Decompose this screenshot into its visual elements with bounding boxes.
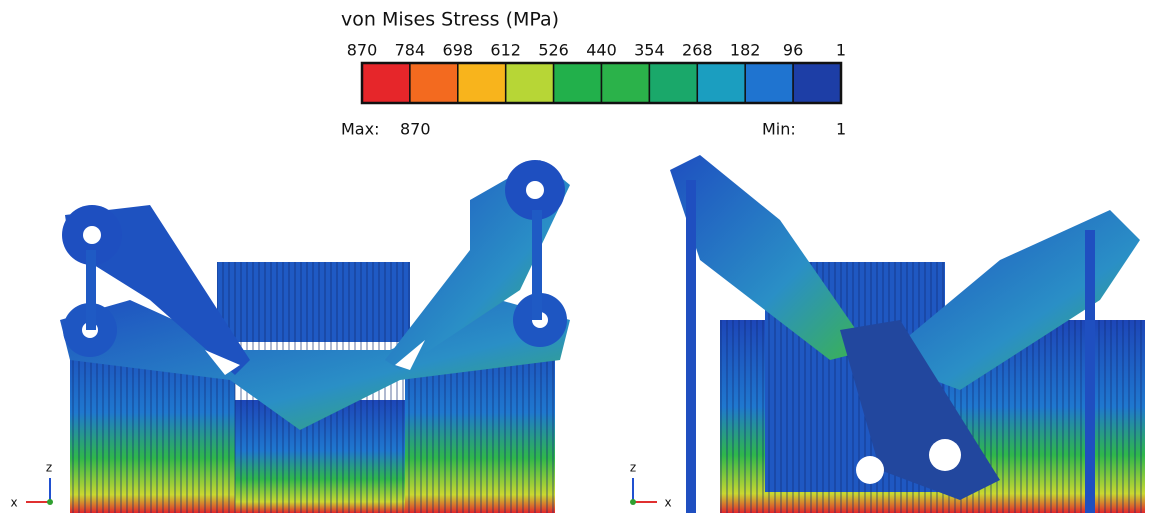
tick-label: 96 xyxy=(783,41,803,60)
tick-label: 526 xyxy=(538,41,569,60)
axis-label: x xyxy=(10,496,17,510)
max-label: Max: xyxy=(341,120,379,139)
tick-label: 698 xyxy=(443,41,474,60)
min-value: 1 xyxy=(836,120,846,139)
color-bar: 870 784 698 612 526 440 354 268 182 96 1 xyxy=(347,41,846,104)
color-segment xyxy=(410,63,458,103)
color-segment xyxy=(554,63,602,103)
color-segment xyxy=(745,63,793,103)
tick-label: 268 xyxy=(682,41,713,60)
color-segment xyxy=(649,63,697,103)
tick-label: 354 xyxy=(634,41,665,60)
axis-label: x xyxy=(664,496,671,510)
axis-label: z xyxy=(46,461,52,475)
color-segment xyxy=(362,63,410,103)
tick-label: 182 xyxy=(730,41,761,60)
tick-label: 440 xyxy=(586,41,617,60)
tick-label: 784 xyxy=(395,41,426,60)
page: von Mises Stress (MPa) 870 784 698 612 526 44… xyxy=(0,0,1152,513)
max-value: 870 xyxy=(400,120,431,139)
tick-label: 612 xyxy=(490,41,521,60)
tick-label: 1 xyxy=(836,41,846,60)
legend-title: von Mises Stress (MPa) xyxy=(341,9,559,31)
color-segment xyxy=(793,63,841,103)
render-left: z x xyxy=(10,160,570,513)
color-segment xyxy=(697,63,745,103)
color-segment xyxy=(506,63,554,103)
tick-label: 870 xyxy=(347,41,378,60)
axis-label: z xyxy=(630,461,636,475)
color-segment xyxy=(602,63,650,103)
render-right: z x xyxy=(630,155,1145,513)
color-segment xyxy=(458,63,506,103)
min-label: Min: xyxy=(762,120,796,139)
